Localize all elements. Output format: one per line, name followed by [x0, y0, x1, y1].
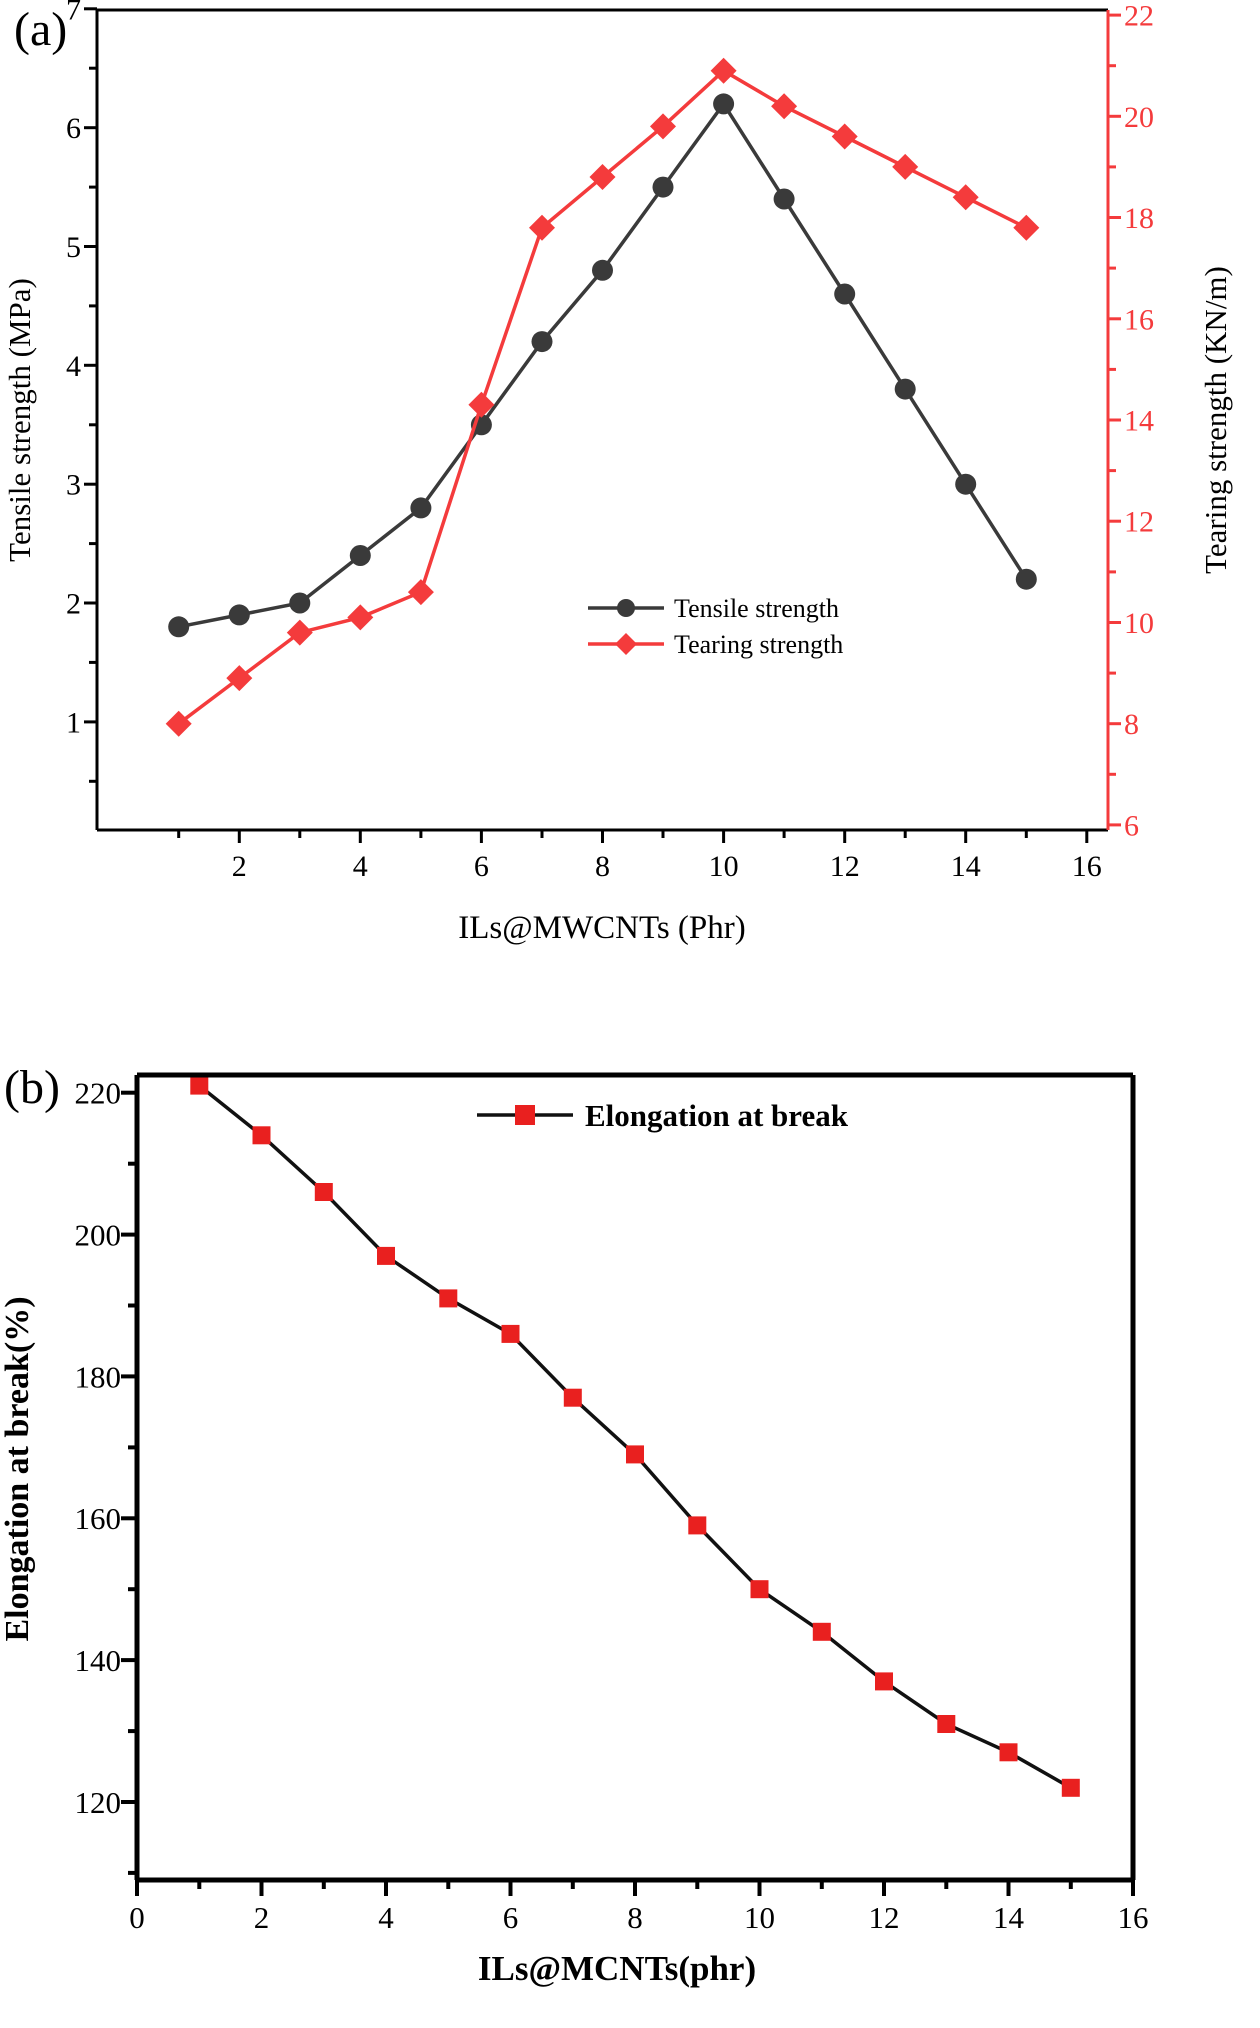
- svg-text:4: 4: [378, 1900, 394, 1935]
- svg-text:Tearing strength (KN/m): Tearing strength (KN/m): [1198, 266, 1233, 574]
- series-tensile-strength: [168, 93, 1037, 638]
- x-axis: 0 2 4 6 8 10 12 14 16 ILs@MCNTs(phr): [129, 1880, 1149, 1988]
- svg-text:7: 7: [66, 0, 81, 26]
- svg-text:10: 10: [1124, 607, 1154, 640]
- svg-text:2: 2: [254, 1900, 270, 1935]
- svg-text:120: 120: [75, 1785, 122, 1820]
- svg-text:6: 6: [66, 112, 81, 145]
- svg-text:1: 1: [66, 706, 81, 739]
- svg-text:6: 6: [474, 850, 489, 883]
- y-axis-left: 120 140 160 180 200 220 Elongation at break(%): [0, 1076, 137, 1875]
- x-axis: 2 4 6 8 10 12 14 16 ILs@MWCNTs (Phr): [177, 830, 1102, 946]
- svg-text:4: 4: [353, 850, 368, 883]
- plot-frame: [134, 1072, 1136, 1883]
- legend: Tensile strength Tearing strength: [588, 594, 843, 659]
- y-axis-right: 6 8 10 12 14 16 18 20 22 Tearing strength (KN/m): [1108, 0, 1233, 842]
- svg-text:6: 6: [503, 1900, 519, 1935]
- svg-text:14: 14: [993, 1900, 1025, 1935]
- svg-text:5: 5: [66, 231, 81, 264]
- y-axis-left: 1 2 3 4 5 6 7 Tensile strength (MPa): [2, 0, 97, 783]
- svg-text:12: 12: [1124, 506, 1154, 539]
- svg-text:14: 14: [951, 850, 981, 883]
- svg-text:160: 160: [75, 1501, 122, 1536]
- svg-text:8: 8: [1124, 708, 1139, 741]
- svg-text:0: 0: [129, 1900, 145, 1935]
- legend: Elongation at break: [477, 1098, 849, 1133]
- svg-text:16: 16: [1124, 303, 1154, 336]
- svg-text:14: 14: [1124, 405, 1154, 438]
- svg-text:12: 12: [830, 850, 860, 883]
- series-tearing-strength: [165, 57, 1040, 737]
- svg-text:Tearing strength: Tearing strength: [674, 630, 843, 659]
- svg-text:Tensile strength: Tensile strength: [674, 594, 839, 623]
- svg-text:180: 180: [75, 1359, 122, 1394]
- svg-text:16: 16: [1118, 1900, 1149, 1935]
- svg-text:8: 8: [627, 1900, 643, 1935]
- svg-text:Elongation at break(%): Elongation at break(%): [0, 1296, 36, 1641]
- svg-text:200: 200: [75, 1217, 122, 1252]
- svg-text:140: 140: [75, 1643, 122, 1678]
- svg-text:Tensile strength (MPa): Tensile strength (MPa): [2, 278, 37, 562]
- plot-frame: [95, 8, 1110, 832]
- svg-text:20: 20: [1124, 101, 1154, 134]
- panel-a-label: (a): [14, 3, 68, 56]
- svg-text:2: 2: [66, 588, 81, 621]
- svg-text:12: 12: [869, 1900, 900, 1935]
- svg-text:4: 4: [66, 350, 81, 383]
- svg-text:16: 16: [1072, 850, 1102, 883]
- svg-text:ILs@MWCNTs (Phr): ILs@MWCNTs (Phr): [458, 910, 745, 946]
- panel-b-label: (b): [4, 1061, 60, 1114]
- svg-text:3: 3: [66, 469, 81, 502]
- svg-text:10: 10: [744, 1900, 775, 1935]
- svg-text:10: 10: [709, 850, 739, 883]
- svg-text:18: 18: [1124, 202, 1154, 235]
- svg-text:6: 6: [1124, 809, 1139, 842]
- svg-text:ILs@MCNTs(phr): ILs@MCNTs(phr): [478, 1949, 756, 1988]
- svg-text:220: 220: [75, 1076, 122, 1111]
- svg-text:Elongation at break: Elongation at break: [585, 1098, 849, 1133]
- panel-b-chart: 0 2 4 6 8 10 12 14 16 ILs@MCNTs(phr) 120 140 160 180 2…: [0, 1072, 1149, 1988]
- svg-text:2: 2: [232, 850, 247, 883]
- svg-text:8: 8: [595, 850, 610, 883]
- svg-text:22: 22: [1124, 0, 1154, 33]
- series-elongation-at-break: [190, 1076, 1080, 1797]
